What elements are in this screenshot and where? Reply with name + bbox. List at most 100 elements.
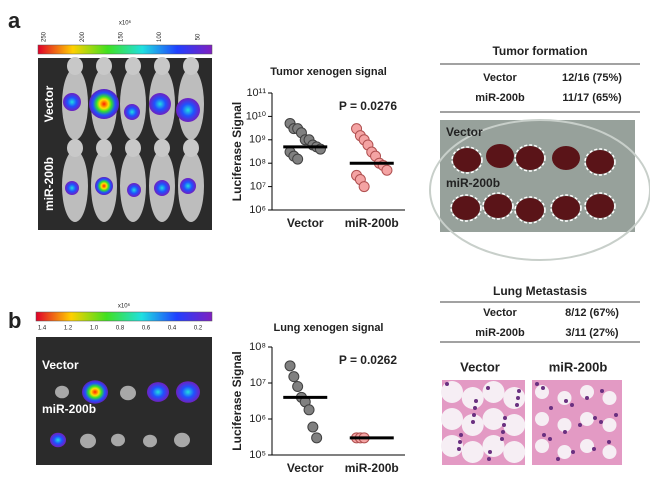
y-tick-label: 10⁷ [250, 377, 266, 389]
signal-blob [89, 89, 119, 119]
nucleus [503, 416, 507, 420]
signal-blob [127, 183, 141, 197]
nucleus [570, 403, 574, 407]
organ [50, 432, 66, 448]
y-tick-label: 10⁸ [249, 157, 266, 169]
tumor-outline [450, 194, 482, 222]
colorbar-label: 1.2 [64, 326, 73, 332]
alveolus [602, 445, 617, 459]
tumor [452, 196, 480, 220]
alveolus [580, 412, 594, 426]
table-cell: miR-200b [475, 327, 525, 339]
organ [147, 382, 169, 402]
point [303, 404, 315, 416]
point [292, 153, 304, 165]
colorbar-label: 150 [119, 31, 125, 42]
alveolus [482, 435, 505, 457]
alveolus [482, 408, 505, 430]
y-tick-label: 10⁶ [249, 413, 266, 425]
image-label: Vector [42, 358, 79, 372]
tumor-outline [514, 196, 546, 224]
mouse-head [154, 57, 170, 75]
colorbar-label: 0.6 [142, 326, 151, 332]
organ [120, 385, 136, 401]
colorbar-label: 1.4 [38, 326, 47, 332]
nucleus [515, 403, 519, 407]
colorbar-label: 50 [196, 33, 202, 40]
alveolus [461, 414, 484, 436]
tumor [552, 146, 580, 170]
nucleus [502, 423, 506, 427]
alveolus [580, 385, 594, 399]
panel-letter: b [8, 308, 21, 333]
table-title: Tumor formation [492, 44, 587, 58]
nucleus [487, 457, 491, 461]
mouse-head [154, 139, 170, 157]
tumor-outline [584, 192, 616, 220]
signal-blob [180, 178, 196, 194]
x-tick-label: Vector [287, 216, 324, 230]
mouse-head [183, 57, 199, 75]
nucleus [488, 450, 492, 454]
chart-title: Lung xenogen signal [273, 322, 383, 334]
p-value: P = 0.0262 [339, 353, 397, 367]
y-tick-label: 10⁸ [249, 341, 266, 353]
mouse-head [67, 139, 83, 157]
image-label: Vector [42, 85, 56, 122]
organ [80, 433, 96, 449]
alveolus [482, 381, 505, 403]
signal-blob [149, 93, 171, 115]
nucleus [556, 457, 560, 461]
nucleus [459, 433, 463, 437]
nucleus [585, 396, 589, 400]
point [311, 432, 323, 444]
table-cell: 3/11 (27%) [565, 327, 619, 339]
tumor [486, 144, 514, 168]
organ [143, 434, 157, 448]
organ [176, 381, 200, 403]
organ [174, 432, 190, 448]
nucleus [535, 382, 539, 386]
alveolus [557, 445, 572, 459]
alveolus [503, 414, 526, 436]
tumor-outline [550, 194, 582, 222]
nucleus [500, 437, 504, 441]
y-axis-label: Luciferase Signal [230, 351, 244, 450]
tumor [586, 194, 614, 218]
y-axis-label: Luciferase Signal [230, 102, 244, 201]
nucleus [563, 430, 567, 434]
point [381, 164, 393, 176]
nucleus [578, 423, 582, 427]
colorbar-label: 200 [80, 31, 86, 42]
x-tick-label: Vector [287, 461, 324, 475]
alveolus [441, 408, 463, 430]
image-label: miR-200b [42, 402, 96, 416]
mouse-head [96, 139, 112, 157]
histology-label: miR-200b [549, 359, 608, 374]
signal-blob [154, 180, 170, 196]
colorbar-label: 1.0 [90, 326, 99, 332]
nucleus [564, 399, 568, 403]
nucleus [486, 386, 490, 390]
mouse [120, 68, 146, 140]
nucleus [571, 450, 575, 454]
photo-label: Vector [446, 125, 483, 139]
signal-blob [95, 177, 113, 195]
nucleus [542, 433, 546, 437]
signal-blob [63, 93, 81, 111]
signal-blob [124, 104, 140, 120]
mouse-head [67, 57, 83, 75]
nucleus [473, 406, 477, 410]
x-tick-label: miR-200b [345, 461, 399, 475]
nucleus [541, 386, 545, 390]
y-tick-label: 10⁶ [249, 204, 266, 216]
p-value: P = 0.0276 [339, 99, 397, 113]
colorbar-label: 0.8 [116, 326, 125, 332]
signal-blob [176, 98, 200, 122]
alveolus [602, 391, 617, 405]
colorbar-unit: x10⁶ [119, 20, 132, 27]
nucleus [549, 406, 553, 410]
point [284, 360, 296, 372]
organ [82, 380, 108, 404]
